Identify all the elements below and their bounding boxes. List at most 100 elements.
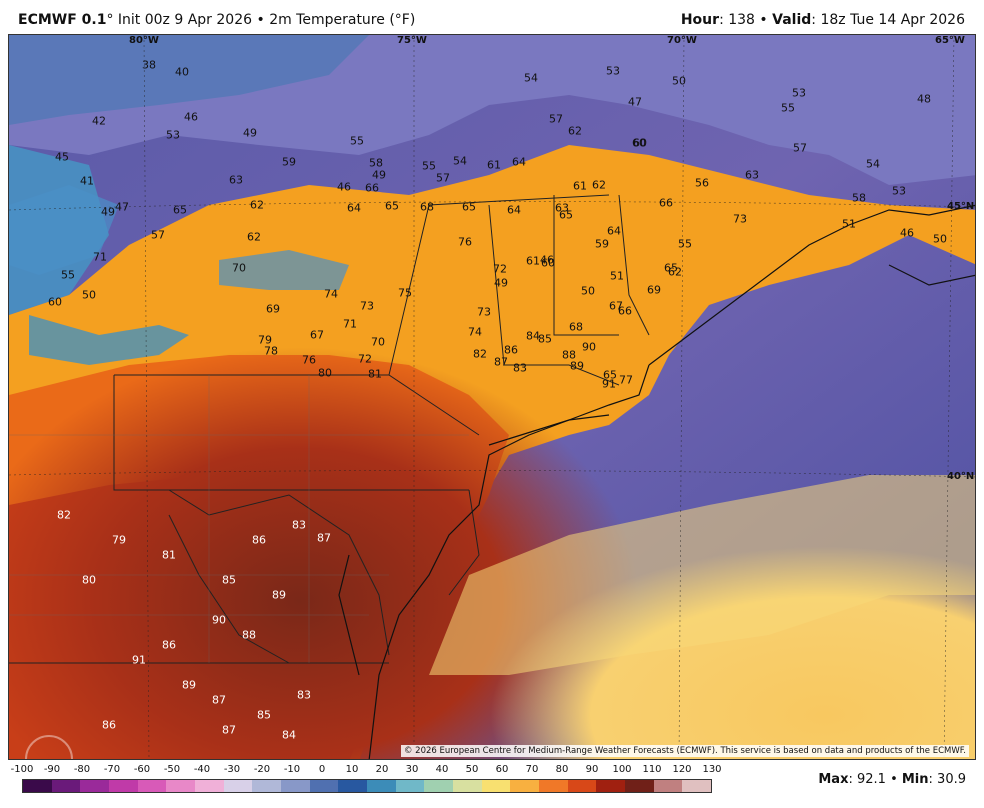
scale-tick-label: -20: [253, 764, 271, 775]
temperature-label: 54: [866, 157, 880, 171]
scale-tick-label: 100: [612, 764, 632, 775]
temperature-label: 63: [555, 201, 569, 215]
temperature-label: 58: [852, 191, 866, 205]
temperature-label: 64: [507, 203, 521, 217]
temperature-label: 60: [48, 295, 62, 309]
temperature-label: 62: [592, 178, 606, 192]
temperature-label: 59: [595, 237, 609, 251]
min-label: Min: [901, 772, 929, 787]
temperature-label: 74: [324, 287, 338, 301]
lat-label-40n: 40°N: [947, 471, 975, 482]
temperature-label: 86: [504, 343, 518, 357]
scale-tick-label: 80: [555, 764, 569, 775]
temperature-label: 54: [453, 154, 467, 168]
temperature-label: 86: [162, 638, 176, 652]
temperature-label: 63: [229, 173, 243, 187]
scale-swatch: [338, 780, 368, 792]
temperature-label: 53: [166, 128, 180, 142]
scale-tick-label: 70: [525, 764, 539, 775]
temperature-label: 87: [222, 723, 236, 737]
temperature-label: 68: [420, 200, 434, 214]
temperature-label: 55: [350, 134, 364, 148]
temperature-map[interactable]: 80°W 75°W 70°W 65°W 45°N 40°N 38 40 42 46 45…: [8, 34, 976, 760]
product-name: 2m Temperature (°F): [269, 12, 416, 28]
temperature-label: 66: [659, 196, 673, 210]
scale-swatch: [281, 780, 310, 792]
min-value: 30.9: [937, 772, 966, 787]
scale-swatch: [653, 780, 683, 792]
header-title: ECMWF 0.1° Init 00z 9 Apr 2026 • 2m Temp…: [18, 12, 416, 28]
temperature-label: 62: [247, 230, 261, 244]
scale-tick-label: -30: [223, 764, 241, 775]
scale-tick-label: 50: [465, 764, 479, 775]
temperature-label: 88: [242, 628, 256, 642]
lat-label-45n: 45°N: [947, 201, 975, 212]
scale-tick-label: -10: [283, 764, 301, 775]
scale-swatch: [682, 780, 712, 792]
scale-swatch: [539, 780, 568, 792]
temperature-label: 84: [526, 329, 540, 343]
temperature-label: 70: [371, 335, 385, 349]
temperature-label: 53: [792, 86, 806, 100]
temperature-label: 65: [173, 203, 187, 217]
temperature-label: 50: [933, 232, 947, 246]
temperature-label: 55: [781, 101, 795, 115]
scale-swatch: [166, 780, 196, 792]
temperature-label: 86: [102, 718, 116, 732]
copyright-notice: © 2026 European Centre for Medium-Range …: [400, 745, 969, 757]
scale-swatch: [395, 780, 425, 792]
temperature-label: 57: [793, 141, 807, 155]
temperature-label: 78: [264, 344, 278, 358]
temperature-label: 66: [365, 181, 379, 195]
scale-tick-label: -50: [163, 764, 181, 775]
scale-tick-label: 20: [375, 764, 389, 775]
temperature-label: 55: [422, 159, 436, 173]
temperature-label: 87: [494, 355, 508, 369]
temperature-label: 64: [512, 155, 526, 169]
scale-swatch: [510, 780, 540, 792]
temperature-label: 69: [647, 283, 661, 297]
temperature-label: 75: [398, 286, 412, 300]
temperature-label: 86: [252, 533, 266, 547]
scale-swatch: [252, 780, 282, 792]
scale-swatch: [453, 780, 482, 792]
lon-label-75w: 75°W: [397, 35, 427, 46]
temperature-label: 55: [61, 268, 75, 282]
temperature-label: 53: [606, 64, 620, 78]
temperature-label: 83: [297, 688, 311, 702]
scale-swatch: [23, 780, 52, 792]
scale-tick-label: -70: [103, 764, 121, 775]
temperature-label: 60: [632, 136, 646, 150]
temperature-label: 66: [618, 304, 632, 318]
temperature-label: 38: [142, 58, 156, 72]
temperature-label: 57: [436, 171, 450, 185]
temperature-label: 89: [570, 359, 584, 373]
temperature-label: 88: [562, 348, 576, 362]
temperature-label: 42: [92, 114, 106, 128]
scale-swatch: [223, 780, 253, 792]
scale-tick-label: -40: [193, 764, 211, 775]
scale-tick-label: 30: [405, 764, 419, 775]
temperature-label: 65: [664, 261, 678, 275]
temperature-label: 50: [82, 288, 96, 302]
temperature-label: 85: [538, 332, 552, 346]
temperature-label: 46: [900, 226, 914, 240]
temperature-label: 56: [695, 176, 709, 190]
temperature-label: 74: [468, 325, 482, 339]
temperature-label: 61: [573, 179, 587, 193]
temperature-label: 55: [678, 237, 692, 251]
temperature-label: 51: [610, 269, 624, 283]
temperature-label: 65: [559, 208, 573, 222]
scale-tick-label: 110: [642, 764, 662, 775]
scale-swatch: [625, 780, 654, 792]
temperature-label: 57: [549, 112, 563, 126]
scale-tick-label: -90: [43, 764, 61, 775]
temperature-label: 49: [372, 168, 386, 182]
temperature-label: 46: [184, 110, 198, 124]
temperature-label: 71: [343, 317, 357, 331]
temperature-label: 79: [258, 333, 272, 347]
temperature-label: 40: [175, 65, 189, 79]
temperature-label: 76: [302, 353, 316, 367]
temperature-label: 87: [212, 693, 226, 707]
temperature-label: 53: [892, 184, 906, 198]
